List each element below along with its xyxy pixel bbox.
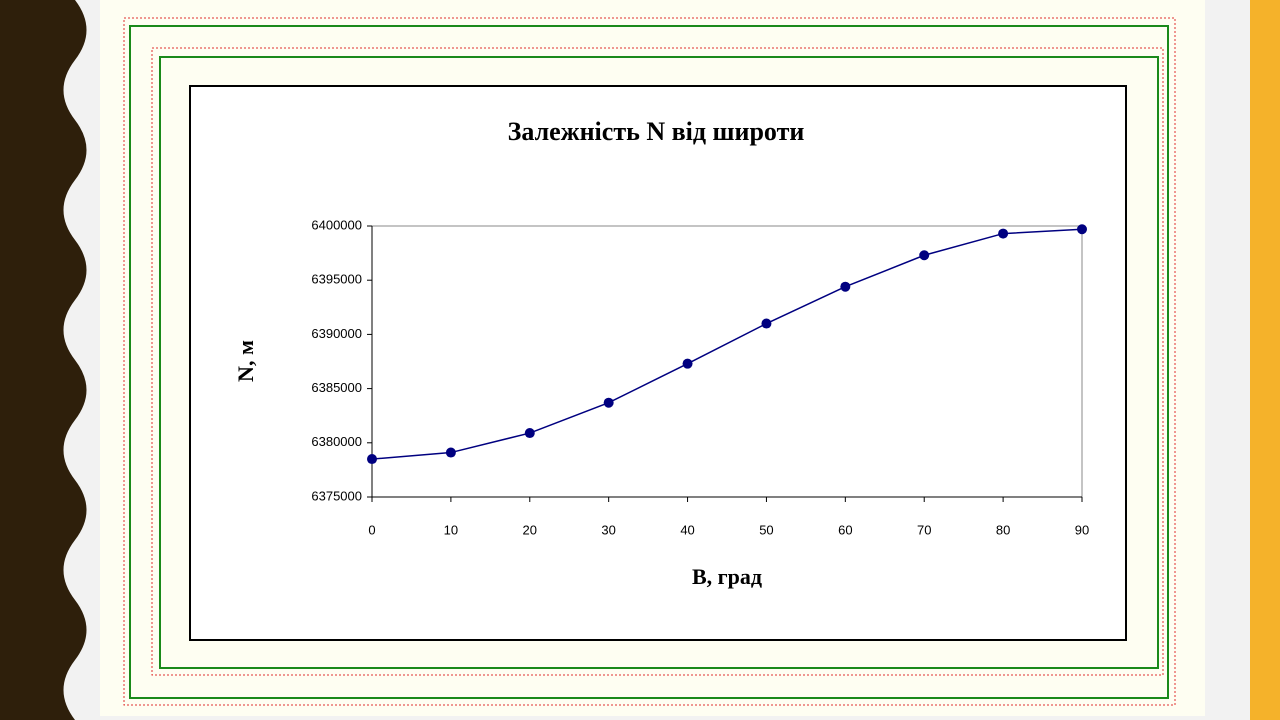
frame	[129, 25, 1169, 699]
accent-strip	[1250, 0, 1280, 720]
x-tick-label: 90	[1075, 522, 1089, 537]
x-tick-label: 80	[996, 522, 1010, 537]
point	[998, 228, 1009, 239]
y-tick-label: 6375000	[311, 488, 362, 503]
x-axis-label: B, град	[692, 564, 762, 589]
x-tick-label: 0	[368, 522, 375, 537]
x-tick-label: 10	[444, 522, 458, 537]
frame	[159, 56, 1159, 669]
x-tick-label: 60	[838, 522, 852, 537]
x-tick-label: 20	[523, 522, 537, 537]
chart-title: Залежність N від широти	[508, 117, 805, 146]
wavy-strip	[0, 0, 87, 720]
y-tick-label: 6390000	[311, 326, 362, 341]
point	[524, 428, 535, 439]
point	[919, 250, 930, 261]
point	[445, 447, 456, 458]
frame	[123, 17, 1176, 706]
y-tick-label: 6385000	[311, 380, 362, 395]
point	[682, 358, 693, 369]
point	[761, 318, 772, 329]
line	[371, 228, 1083, 460]
x-tick-label: 40	[680, 522, 694, 537]
point	[603, 397, 614, 408]
x-tick-label: 70	[917, 522, 931, 537]
point	[1077, 224, 1087, 235]
y-tick-label: 6400000	[311, 217, 362, 232]
plot-area	[371, 225, 1083, 498]
point	[367, 454, 377, 465]
point	[840, 281, 851, 292]
y-tick-label: 6380000	[311, 434, 362, 449]
y-tick-label: 6395000	[311, 272, 362, 287]
x-tick-label: 30	[601, 522, 615, 537]
y-axis-label: N, м	[233, 340, 258, 382]
frame	[151, 47, 1164, 676]
x-tick-label: 50	[759, 522, 773, 537]
